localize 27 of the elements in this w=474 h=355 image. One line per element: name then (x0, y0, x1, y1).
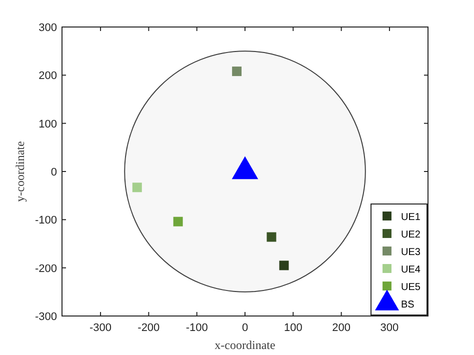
legend-label: UE4 (401, 264, 421, 276)
y-tick-label: 200 (38, 70, 57, 82)
x-tick-label: 300 (380, 322, 399, 334)
y-tick-label: -300 (34, 311, 57, 323)
point (232, 66, 242, 76)
legend-label: UE2 (401, 230, 421, 240)
x-tick-label: 200 (332, 322, 350, 334)
y-tick-label: 300 (38, 22, 57, 34)
y-tick-label: -100 (34, 214, 57, 227)
y-axis-title: y-coordinate (13, 141, 27, 202)
point (173, 216, 183, 226)
x-axis-title: x-coordinate (214, 338, 276, 352)
y-tick-label: 0 (50, 166, 57, 178)
x-tick-label: -200 (138, 322, 160, 334)
point (132, 182, 142, 192)
y-tick-label: -200 (34, 262, 57, 275)
legend-label: UE3 (401, 247, 421, 258)
y-tick-label: 100 (38, 118, 57, 130)
x-tick-label: 100 (284, 322, 302, 334)
x-tick-label: -300 (90, 322, 112, 334)
legend-label: BS (401, 300, 415, 310)
point (266, 232, 276, 242)
legend-label: UE1 (401, 212, 421, 223)
x-tick-label: -100 (186, 322, 208, 334)
point (279, 260, 289, 270)
x-tick-label: 0 (242, 322, 248, 334)
legend-label: UE5 (401, 282, 421, 293)
